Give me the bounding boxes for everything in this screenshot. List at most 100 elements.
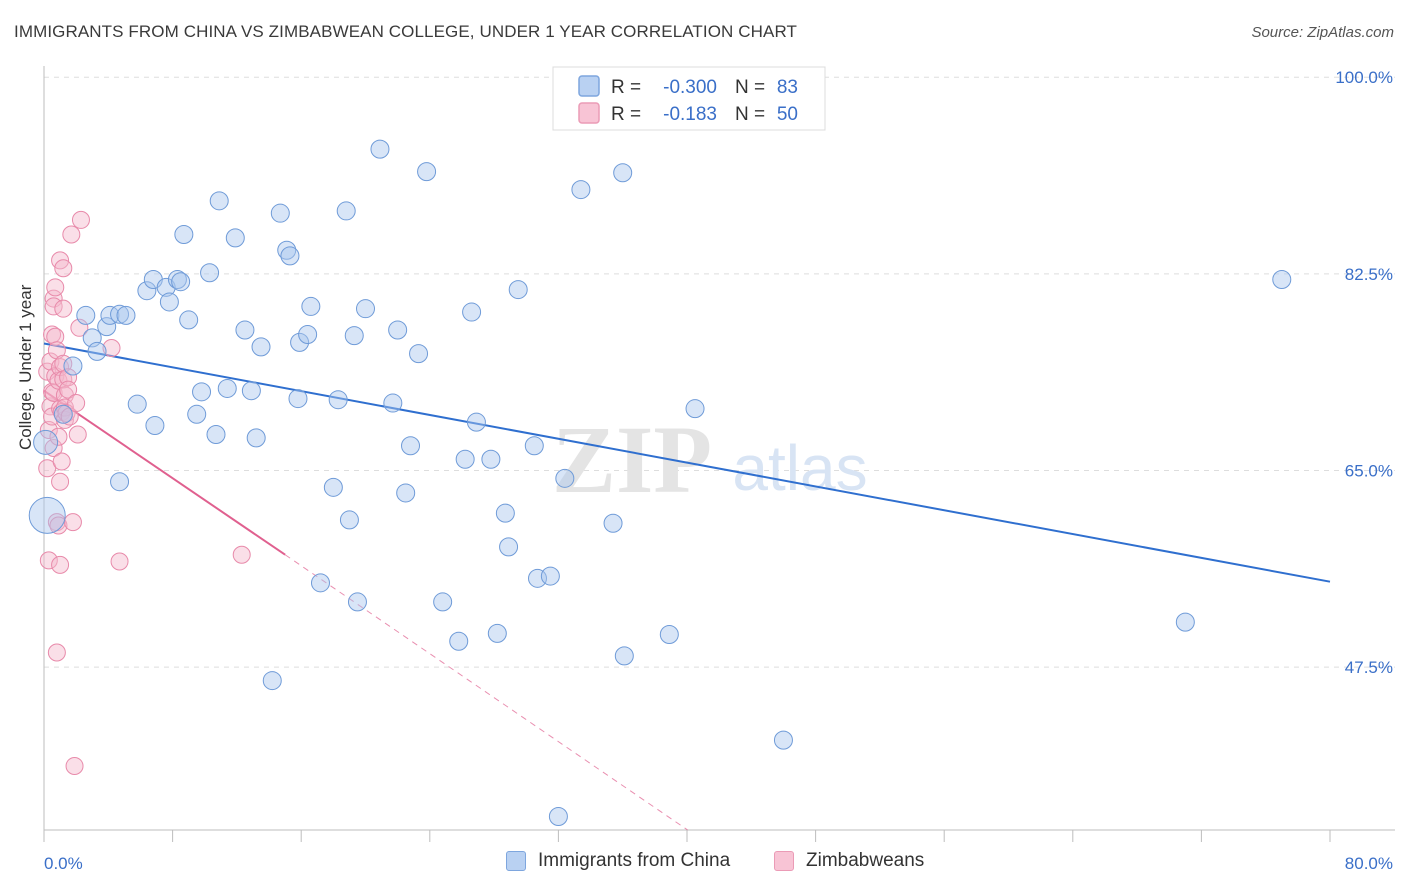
china-point	[773, 730, 793, 750]
china-point	[455, 449, 475, 469]
legend-label-zimbabweans: Zimbabweans	[806, 850, 925, 871]
legend-top-r-label: R =	[611, 104, 641, 125]
y-tick-labels: 100.0% 82.5% 65.0% 47.5%	[1335, 68, 1393, 677]
china-trend-solid	[43, 342, 1331, 583]
legend-top-n-value: 50	[777, 104, 798, 125]
china-point	[462, 302, 482, 322]
china-point	[396, 483, 416, 503]
china-point	[288, 389, 308, 409]
legend-swatch-china	[506, 851, 526, 871]
china-point	[614, 646, 634, 666]
china-point	[336, 201, 356, 221]
china-point	[206, 425, 226, 445]
china-point	[388, 320, 408, 340]
china-point	[344, 326, 364, 346]
zimbabweans-point	[54, 259, 73, 278]
china-point	[174, 225, 194, 245]
chart-title: IMMIGRANTS FROM CHINA VS ZIMBABWEAN COLL…	[14, 22, 797, 41]
china-point	[659, 625, 679, 645]
zimbabweans-point	[102, 339, 121, 358]
china-point	[100, 305, 120, 325]
china-point	[466, 412, 486, 432]
legend-label-china: Immigrants from China	[538, 850, 731, 871]
axis-ticks	[43, 830, 1331, 842]
china-points	[28, 87, 1292, 827]
china-point	[310, 573, 330, 593]
china-point	[167, 269, 187, 289]
x-tick-label: 80.0%	[1345, 854, 1393, 873]
legend-bottom: Immigrants from China Zimbabweans	[0, 850, 1406, 880]
legend-top-r-value: -0.300	[663, 77, 717, 98]
china-point	[339, 510, 359, 530]
china-point	[685, 399, 705, 419]
china-point	[1175, 612, 1195, 632]
china-point	[347, 592, 367, 612]
zimbabweans-point	[51, 555, 70, 574]
zimbabweans-point	[65, 756, 84, 775]
china-point	[540, 566, 560, 586]
zimbabweans-trend-solid	[43, 389, 286, 556]
zimbabweans-point	[46, 327, 65, 346]
china-point	[280, 246, 300, 266]
china-point	[235, 320, 255, 340]
china-point	[127, 394, 147, 414]
y-tick-label: 65.0%	[1345, 461, 1393, 480]
china-point	[370, 139, 390, 159]
china-point	[433, 592, 453, 612]
zimbabweans-point	[70, 318, 89, 337]
china-point	[613, 163, 633, 183]
china-point	[524, 436, 544, 456]
legend-top-n-value: 83	[777, 77, 798, 98]
china-point	[76, 305, 96, 325]
china-point	[262, 671, 282, 691]
zimbabweans-point	[67, 394, 86, 413]
china-point	[495, 503, 515, 523]
legend-top-swatch-china	[578, 75, 600, 97]
zimbabweans-point	[39, 551, 58, 570]
zimbabweans-point	[47, 643, 66, 662]
legend-top-swatch-zimbabweans	[578, 102, 600, 124]
china-point	[356, 299, 375, 319]
china-point	[328, 390, 348, 410]
china-point	[270, 203, 290, 223]
legend-item-zimbabweans: Zimbabweans	[774, 850, 924, 872]
china-point	[225, 228, 245, 248]
china-point	[97, 317, 117, 337]
zimbabweans-point	[49, 427, 68, 446]
china-point	[241, 381, 261, 401]
zimbabweans-point	[63, 513, 82, 532]
china-point	[555, 468, 575, 488]
legend-top-n-label: N =	[735, 104, 765, 125]
legend-item-china: Immigrants from China	[506, 850, 730, 872]
china-point	[200, 263, 220, 283]
zimbabweans-point	[54, 299, 73, 318]
china-point	[192, 382, 212, 402]
china-point	[487, 623, 507, 643]
china-point	[290, 332, 310, 352]
zimbabweans-point	[51, 472, 70, 491]
legend-top: R = -0.300 N = 83 R = -0.183 N = 50	[552, 66, 826, 131]
zimbabweans-point	[71, 210, 90, 229]
china-point	[110, 472, 130, 492]
zimbabweans-point	[54, 370, 73, 389]
china-point	[209, 191, 229, 211]
china-point	[179, 310, 199, 330]
legend-top-n-label: N =	[735, 77, 765, 98]
x-tick-labels: 0.0% 80.0%	[44, 854, 1393, 873]
china-point	[53, 404, 73, 424]
china-point	[33, 429, 59, 455]
y-tick-label: 47.5%	[1345, 658, 1393, 677]
china-point	[87, 341, 107, 361]
legend-top-r-label: R =	[611, 77, 641, 98]
zimbabweans-point	[110, 552, 129, 571]
watermark-zip: ZIP	[552, 406, 712, 513]
china-point	[417, 162, 437, 182]
zimbabweans-point	[62, 225, 81, 244]
china-point	[156, 277, 176, 297]
zimbabweans-point	[52, 452, 71, 471]
zimbabweans-point	[59, 368, 78, 387]
zimbabweans-trend-dashed	[284, 554, 688, 831]
china-point	[409, 344, 429, 364]
zimbabweans-point	[44, 289, 63, 308]
